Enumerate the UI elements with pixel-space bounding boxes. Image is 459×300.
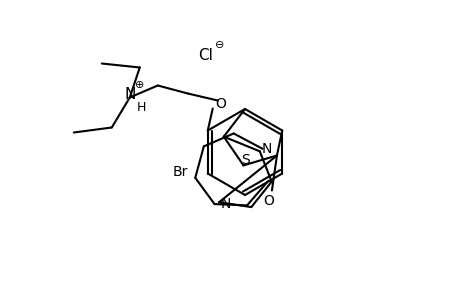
Text: S: S [241, 153, 249, 167]
Text: N: N [220, 197, 231, 211]
Text: Cl: Cl [198, 48, 213, 63]
Text: O: O [263, 194, 274, 208]
Text: O: O [215, 97, 226, 110]
Text: H: H [137, 101, 146, 114]
Text: N: N [261, 142, 271, 156]
Text: ⊕: ⊕ [135, 80, 144, 89]
Text: N: N [124, 87, 135, 102]
Text: ⊖: ⊖ [215, 40, 224, 50]
Text: Br: Br [172, 164, 187, 178]
